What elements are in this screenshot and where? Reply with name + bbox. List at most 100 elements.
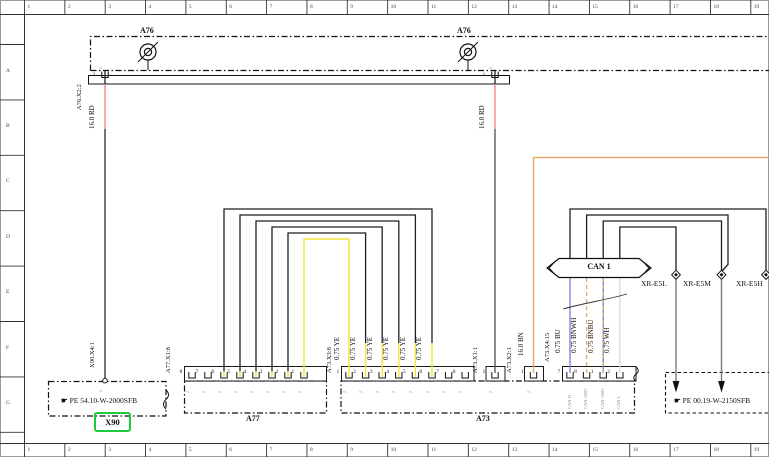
- pe-left-break-squiggle: [163, 389, 169, 410]
- ruler-number-top: 6: [229, 3, 232, 10]
- ruler-letter-left: F: [6, 344, 10, 351]
- xr-e5l-label: XR-E5L: [641, 279, 667, 288]
- pin-submark: 2: [358, 391, 364, 393]
- pin-submark: 2: [97, 66, 103, 69]
- connector-label: A73.X1:1: [471, 347, 479, 373]
- wire-label: 0.75 WH: [603, 327, 612, 353]
- pin-submark: 2: [391, 391, 397, 393]
- pin-submark: 2: [184, 391, 190, 393]
- a76-label-right: A76: [457, 26, 471, 35]
- ruler-number-bottom: 14: [552, 446, 558, 453]
- ruler-number-top: 2: [67, 3, 71, 10]
- pin-submark: 2: [424, 391, 430, 393]
- terminal-stud-icon: [457, 41, 479, 70]
- pin-submark: 2: [407, 391, 413, 393]
- pin-number: 6: [419, 369, 423, 375]
- ruler-band-lines: [0, 14, 769, 444]
- pin-submark: 2: [264, 391, 270, 393]
- connector-label: A73.X2:1: [505, 347, 513, 373]
- pin-number: 1: [482, 72, 486, 78]
- wire-loops-a77-a73: [223, 208, 433, 373]
- pin-brackets: [101, 71, 624, 379]
- ruler-number-bottom: 8: [309, 446, 313, 453]
- xr-e5m-label: XR-E5M: [683, 279, 711, 288]
- pin-number: 1: [291, 369, 295, 375]
- ruler-number-bottom: 18: [713, 446, 719, 453]
- pin-submark: 2: [487, 391, 493, 393]
- can-signal-label: CAN L: [616, 395, 622, 409]
- pointing-hand-icon: ☛: [61, 396, 68, 405]
- x90-tag: X90: [105, 416, 120, 427]
- a76-enclosure-box: [89, 35, 769, 72]
- xr-e5l-splice-icon: [670, 269, 682, 281]
- can-signal-label: CAN GND: [599, 388, 605, 409]
- pe-right-ref: ☛ PE 00.19-W-2150SFB: [674, 396, 751, 406]
- can-signal-label: CAN H: [566, 395, 572, 409]
- pin-submark: 2: [216, 391, 222, 393]
- strip-break-squiggle: [633, 366, 639, 382]
- wire-label: 0.75 YE: [415, 336, 424, 360]
- pin-number: 2: [92, 72, 96, 78]
- wire-yellow-loop: [303, 238, 350, 377]
- pe-right-text: PE 00.19-W-2150SFB: [682, 396, 751, 405]
- connector-label: A76.X2:2: [75, 84, 83, 110]
- pin-submark: 2: [441, 391, 447, 393]
- pin-number: 8: [452, 369, 456, 375]
- ruler-number-bottom: 5: [188, 446, 192, 453]
- wire-label: 0.75 YE: [349, 336, 357, 360]
- ruler-number-bottom: 1: [27, 446, 31, 453]
- pin-submark: 2: [374, 391, 380, 393]
- pin-number: 1: [336, 369, 340, 375]
- wire-label: 0.75 BNWH: [570, 317, 579, 353]
- pin-submark: 2: [526, 391, 531, 393]
- ruler-number-bottom: 16: [632, 446, 639, 453]
- wire-label: 0.75 YE: [382, 336, 391, 360]
- ruler-number-bottom: 11: [431, 446, 437, 453]
- pe-right-box: [664, 371, 769, 414]
- ruler-number-bottom: 19: [753, 446, 760, 453]
- ruler-number-top: 5: [188, 3, 192, 10]
- ruler-number-bottom: 2: [67, 446, 71, 453]
- a76-label-left: A76: [140, 26, 154, 35]
- a73-x3-strip: [341, 366, 475, 382]
- xr-e5h-label: XR-E5H: [736, 279, 763, 288]
- can-signal-label: CAN GND: [583, 388, 589, 409]
- pin-submark: 2: [97, 390, 103, 392]
- connector-label: X90.X4:1: [88, 342, 96, 368]
- wire-label: 0.75 YE: [365, 336, 374, 360]
- xr-e5m-splice-icon: [716, 269, 727, 281]
- pin-submark: 2: [248, 391, 254, 393]
- pointing-hand-icon: ☛: [674, 396, 681, 405]
- wire-16rd-left: [102, 84, 108, 384]
- pin-submark: 2: [341, 391, 347, 393]
- ruler-number-bottom: 15: [592, 446, 598, 453]
- splice-circle: [102, 377, 108, 384]
- wire-label: 0.75 BNBU: [586, 319, 595, 353]
- ruler-number-top: 10: [390, 3, 397, 10]
- pin-number: 1: [521, 369, 524, 375]
- xr-drop-wires: [675, 279, 723, 383]
- pin-number: 3: [259, 369, 263, 375]
- arrow-down-icon: [672, 381, 680, 393]
- pin-number: 3: [369, 369, 373, 375]
- can-bus-symbol: [546, 257, 652, 279]
- busbar-rail: [88, 75, 510, 85]
- ruler-number-bottom: 10: [390, 446, 397, 453]
- ruler-number-top: 11: [431, 3, 437, 10]
- ruler-number-bottom: 4: [148, 446, 152, 453]
- wire-gauge-label: 16.0 RD: [88, 105, 96, 129]
- ruler-number-bottom: 6: [229, 446, 232, 453]
- pin-number: 4: [243, 369, 247, 375]
- can-wires: [562, 278, 628, 373]
- ruler-number-top: 7: [269, 3, 273, 10]
- x90-highlight[interactable]: X90: [94, 412, 131, 432]
- ruler-letter-left: E: [6, 289, 10, 296]
- pin-submark: 2: [200, 391, 206, 393]
- pin-number: 2: [275, 369, 279, 375]
- ruler-number-bottom: 12: [471, 446, 477, 453]
- pin-number: 7: [436, 369, 439, 375]
- ruler-ticks: [0, 0, 752, 457]
- ruler-number-bottom: 17: [673, 446, 679, 453]
